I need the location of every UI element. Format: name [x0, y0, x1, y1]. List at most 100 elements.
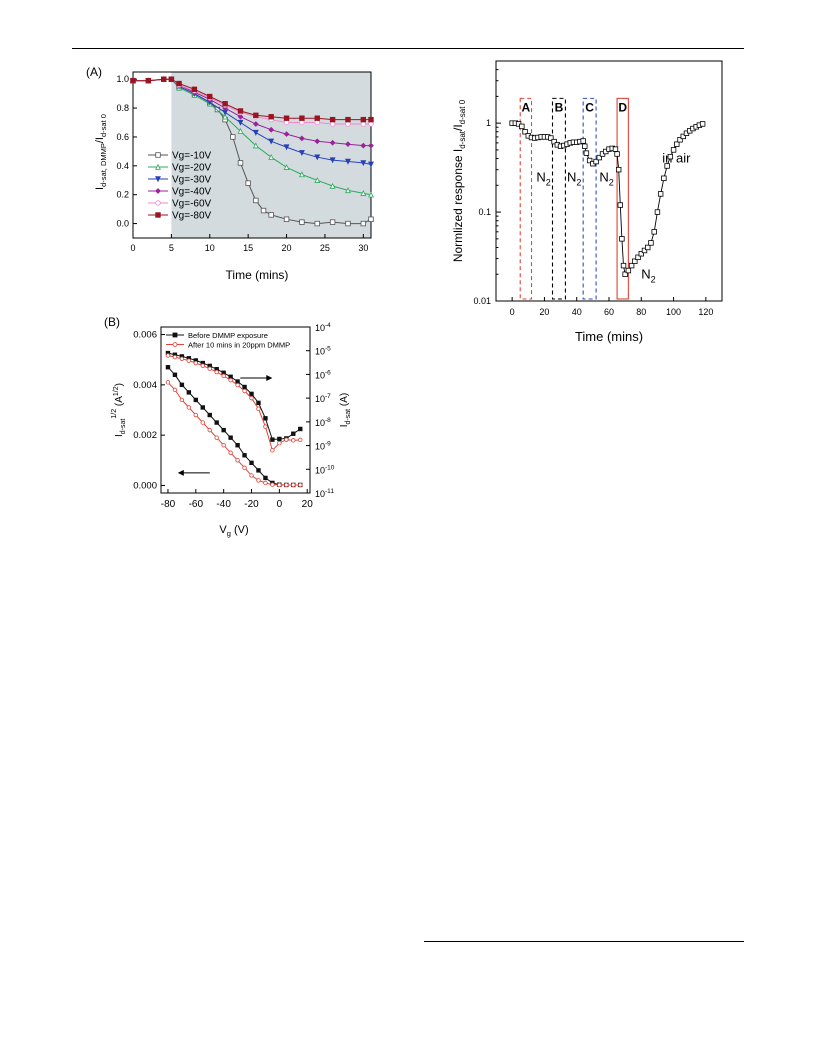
data-point	[235, 379, 240, 384]
chart-b-left-y-axis-label: Id-sat1/2 (A1/2)	[111, 383, 127, 437]
data-point	[368, 216, 374, 222]
x-tick-label: -60	[189, 499, 204, 510]
series-After 10 mins in 20ppm DMMP	[165, 380, 303, 488]
data-point	[207, 366, 212, 371]
data-point	[593, 158, 599, 165]
legend-label: Vg=-80V	[172, 211, 212, 222]
data-point	[291, 438, 296, 443]
data-point	[614, 151, 620, 157]
x-tick-label: 20	[282, 243, 292, 253]
data-point	[165, 380, 171, 385]
data-point	[360, 116, 367, 123]
data-point	[249, 473, 254, 478]
legend-label: After 10 mins in 20ppm DMMP	[188, 341, 290, 350]
data-point	[360, 142, 367, 149]
data-point	[270, 482, 275, 487]
data-point	[345, 220, 351, 227]
series-line	[512, 122, 703, 276]
data-point	[664, 163, 670, 169]
annotation-label: N2	[599, 170, 613, 188]
data-point	[580, 138, 586, 144]
data-point	[193, 360, 199, 366]
data-point	[345, 187, 351, 194]
y-tick-label: 0.01	[473, 296, 491, 306]
data-point	[200, 405, 205, 410]
data-point	[252, 121, 259, 127]
data-point	[329, 219, 336, 225]
annotation-label: N2	[536, 170, 550, 188]
data-point	[651, 229, 657, 235]
chart-c-normalized-response: Time (mins) Normlized response Id-sat/Id…	[451, 60, 723, 344]
y-tick-label: 0.8	[116, 103, 129, 113]
data-point	[298, 482, 303, 488]
data-point	[235, 443, 240, 448]
data-point	[172, 387, 178, 393]
data-point	[345, 116, 351, 123]
data-point	[641, 247, 648, 254]
annotation-label: N2	[641, 266, 655, 284]
data-point	[200, 363, 205, 368]
data-point	[283, 216, 290, 222]
data-point	[186, 405, 192, 410]
data-point	[654, 209, 661, 215]
y-tick-label: 1	[486, 118, 491, 128]
data-point	[519, 123, 525, 130]
data-point	[299, 135, 305, 142]
data-point	[329, 116, 336, 123]
data-point	[253, 197, 259, 204]
data-point	[522, 129, 528, 135]
data-point	[298, 437, 303, 443]
data-point	[222, 113, 229, 120]
legend-marker	[155, 152, 161, 158]
x-tick-label: 0	[510, 307, 515, 317]
legend-label: Vg=-10V	[172, 151, 212, 162]
x-tick-label: 10	[205, 243, 215, 253]
data-point	[551, 138, 557, 145]
data-point	[193, 397, 199, 403]
data-point	[256, 400, 261, 406]
right-y-tick-label: 10-5	[315, 346, 331, 357]
data-point	[191, 86, 198, 93]
data-point	[242, 453, 247, 458]
data-point	[186, 390, 192, 395]
data-point	[270, 437, 275, 442]
left-y-tick-label: 0.000	[133, 480, 157, 491]
plot-frame	[132, 71, 372, 239]
data-point	[235, 382, 240, 388]
data-point	[179, 397, 185, 403]
data-point	[548, 135, 554, 141]
data-point	[345, 158, 351, 165]
data-point	[329, 182, 336, 189]
data-point	[283, 144, 290, 151]
x-tick-label: 5	[169, 243, 174, 253]
data-point	[228, 435, 233, 440]
series-line	[167, 381, 301, 486]
region-box-A	[519, 97, 533, 300]
series-log-curve-3	[165, 353, 303, 453]
data-point	[360, 190, 367, 196]
data-point	[242, 384, 247, 390]
data-point	[222, 101, 228, 107]
data-point	[314, 177, 321, 183]
data-point	[228, 377, 233, 383]
data-point	[635, 254, 641, 261]
x-tick-label: 0	[130, 243, 135, 253]
data-point	[620, 262, 627, 269]
data-point	[249, 395, 254, 401]
series-line	[167, 366, 301, 486]
right-y-tick-label: 10-7	[315, 393, 331, 404]
series-log-curve-2	[165, 350, 303, 442]
data-point	[329, 157, 336, 164]
data-point	[172, 372, 178, 377]
x-tick-label: 60	[604, 307, 614, 317]
series-Before DMMP exposure	[165, 365, 303, 488]
data-point	[625, 267, 632, 274]
region-box-D	[616, 97, 629, 300]
right-y-tick-label: 10-6	[315, 369, 331, 380]
data-point	[314, 115, 320, 121]
y-tick-label: 0.6	[116, 132, 129, 142]
data-point	[291, 431, 296, 436]
right-y-tick-label: 10-10	[315, 464, 335, 475]
data-point	[368, 116, 374, 123]
data-point	[193, 412, 199, 418]
